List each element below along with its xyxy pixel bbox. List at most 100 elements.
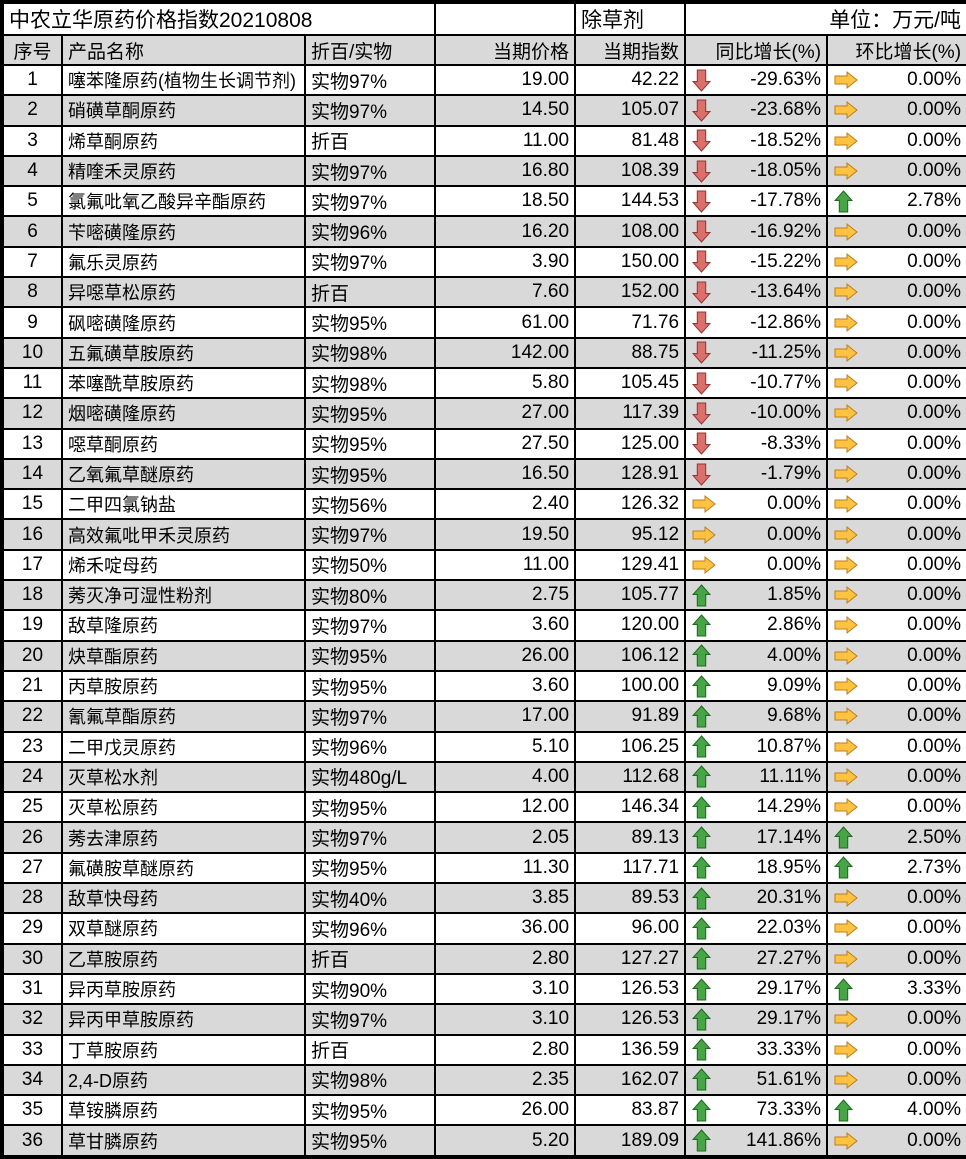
index-cell: 146.34 (574, 791, 687, 824)
product-name-cell: 苯噻酰草胺原药 (61, 366, 306, 400)
index-cell: 81.48 (574, 124, 687, 157)
up-arrow-icon (691, 764, 712, 789)
yoy-cell: 0.00% (684, 518, 829, 551)
right-arrow-icon (833, 918, 859, 938)
spec-cell: 折百 (303, 942, 437, 975)
yoy-cell: -11.25% (684, 336, 829, 369)
mom-value: 4.00% (907, 1099, 962, 1121)
right-arrow-icon (833, 888, 859, 908)
product-name-cell: 双草醚原药 (61, 912, 306, 945)
table-row: 20 炔草酯原药 实物95% 26.00 106.12 4.00% 0.00% (1, 639, 966, 672)
up-arrow-icon (691, 704, 712, 729)
mom-value: 2.73% (907, 856, 962, 878)
price-cell: 3.85 (434, 882, 577, 915)
right-arrow-icon (833, 585, 859, 605)
right-arrow-icon (833, 525, 859, 545)
spec-cell: 实物97% (303, 154, 437, 188)
mom-cell: 0.00% (826, 1063, 966, 1097)
yoy-cell: 14.29% (684, 791, 829, 824)
table-row: 8 异噁草松原药 折百 7.60 152.00 -13.64% 0.00% (1, 276, 966, 309)
price-cell: 11.00 (434, 548, 577, 582)
spec-cell: 实物97% (303, 63, 437, 97)
price-cell: 19.00 (434, 63, 577, 97)
row-no-cell: 34 (1, 1063, 63, 1097)
right-arrow-icon (833, 373, 859, 393)
index-cell: 125.00 (574, 427, 687, 460)
mom-cell: 2.50% (826, 821, 966, 854)
mom-value: 0.00% (907, 493, 962, 515)
up-arrow-icon (833, 977, 854, 1002)
price-cell: 26.00 (434, 639, 577, 672)
mom-value: 0.00% (907, 1068, 962, 1090)
yoy-value: 10.87% (756, 735, 822, 757)
index-cell: 71.76 (574, 306, 687, 339)
yoy-cell: -1.79% (684, 457, 829, 491)
right-arrow-icon (833, 646, 859, 666)
spec-cell: 实物97% (303, 1003, 437, 1036)
table-row: 3 烯草酮原药 折百 11.00 81.48 -18.52% 0.00% (1, 124, 966, 157)
unit-label: 单位：万元/吨 (684, 1, 966, 36)
index-cell: 126.53 (574, 1003, 687, 1036)
product-name-cell: 苄嘧磺隆原药 (61, 215, 306, 248)
price-cell: 27.00 (434, 397, 577, 430)
mom-cell: 0.00% (826, 245, 966, 279)
up-arrow-icon (691, 855, 712, 880)
product-name-cell: 异丙草胺原药 (61, 972, 306, 1006)
index-cell: 83.87 (574, 1094, 687, 1127)
yoy-cell: -29.63% (684, 63, 829, 97)
index-cell: 112.68 (574, 760, 687, 794)
yoy-cell: 0.00% (684, 488, 829, 521)
index-cell: 106.12 (574, 639, 687, 672)
spec-cell: 实物95% (303, 639, 437, 672)
index-cell: 91.89 (574, 700, 687, 733)
yoy-cell: 51.61% (684, 1063, 829, 1097)
yoy-value: -12.86% (750, 311, 822, 333)
spec-cell: 实物98% (303, 336, 437, 369)
col-header-no: 序号 (1, 34, 63, 66)
table-row: 11 苯噻酰草胺原药 实物98% 5.80 105.45 -10.77% 0.0… (1, 366, 966, 400)
right-arrow-icon (833, 343, 859, 363)
row-no-cell: 10 (1, 336, 63, 369)
down-arrow-icon (691, 340, 712, 365)
table-row: 5 氯氟吡氧乙酸异辛酯原药 实物97% 18.50 144.53 -17.78%… (1, 185, 966, 218)
price-cell: 16.20 (434, 215, 577, 248)
yoy-value: 22.03% (756, 917, 822, 939)
table-row: 16 高效氟吡甲禾灵原药 实物97% 19.50 95.12 0.00% 0.0… (1, 518, 966, 551)
mom-cell: 0.00% (826, 488, 966, 521)
product-name-cell: 氰氟草酯原药 (61, 700, 306, 733)
table-row: 24 灭草松水剂 实物480g/L 4.00 112.68 11.11% 0.0… (1, 760, 966, 794)
yoy-cell: 11.11% (684, 760, 829, 794)
mom-value: 0.00% (907, 1129, 962, 1151)
mom-cell: 0.00% (826, 791, 966, 824)
spec-cell: 实物97% (303, 518, 437, 551)
row-no-cell: 15 (1, 488, 63, 521)
mom-value: 0.00% (907, 765, 962, 787)
index-cell: 96.00 (574, 912, 687, 945)
mom-cell: 0.00% (826, 942, 966, 975)
spec-cell: 实物97% (303, 94, 437, 127)
up-arrow-icon (691, 613, 712, 638)
yoy-cell: -23.68% (684, 94, 829, 127)
right-arrow-icon (833, 767, 859, 787)
mom-value: 0.00% (907, 463, 962, 484)
mom-value: 0.00% (907, 311, 962, 333)
col-header-mom: 环比增长(%) (826, 34, 966, 66)
spec-cell: 实物90% (303, 972, 437, 1006)
yoy-value: 0.00% (767, 553, 822, 575)
product-name-cell: 砜嘧磺隆原药 (61, 306, 306, 339)
mom-cell: 0.00% (826, 276, 966, 309)
row-no-cell: 6 (1, 215, 63, 248)
yoy-cell: -16.92% (684, 215, 829, 248)
spec-cell: 折百 (303, 276, 437, 309)
price-cell: 5.80 (434, 366, 577, 400)
product-name-cell: 烯禾啶母药 (61, 548, 306, 582)
price-cell: 4.00 (434, 760, 577, 794)
row-no-cell: 1 (1, 63, 63, 97)
mom-value: 0.00% (907, 553, 962, 575)
right-arrow-icon (833, 464, 859, 484)
spec-cell: 实物95% (303, 791, 437, 824)
yoy-value: 2.86% (767, 614, 822, 636)
row-no-cell: 9 (1, 306, 63, 339)
down-arrow-icon (691, 249, 712, 274)
yoy-cell: 9.68% (684, 700, 829, 733)
